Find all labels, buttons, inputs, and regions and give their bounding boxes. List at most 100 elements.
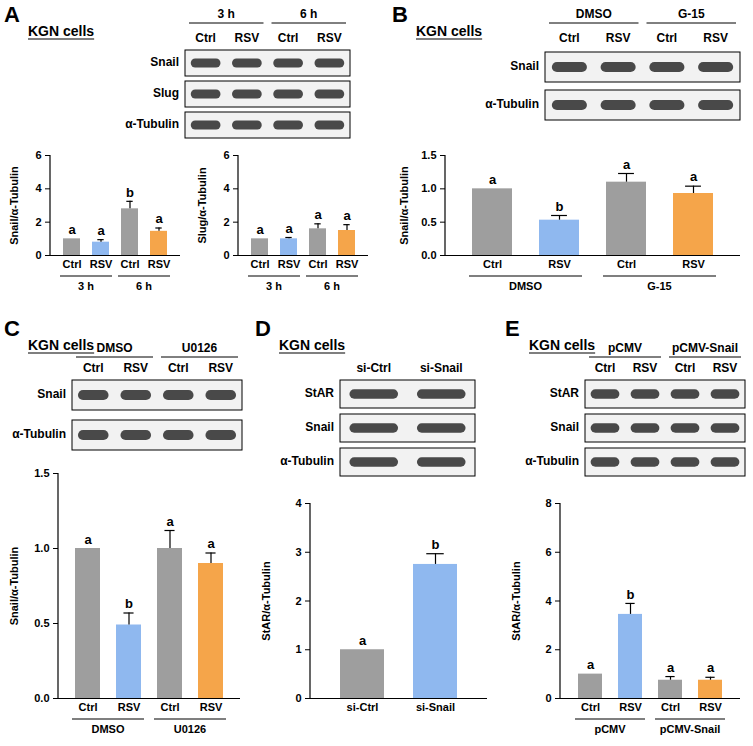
svg-text:α-Tubulin: α-Tubulin [12, 427, 66, 441]
svg-text:a: a [285, 221, 293, 236]
svg-text:Ctrl: Ctrl [83, 361, 104, 375]
svg-text:1.5: 1.5 [34, 467, 49, 479]
svg-text:0: 0 [35, 249, 41, 261]
svg-text:4: 4 [223, 182, 230, 194]
svg-text:0: 0 [545, 692, 551, 704]
svg-text:si-Snail: si-Snail [420, 361, 463, 375]
svg-text:RSV: RSV [703, 31, 728, 45]
svg-text:b: b [432, 537, 440, 552]
svg-text:KGN cells: KGN cells [416, 23, 482, 39]
svg-text:DMSO: DMSO [576, 7, 612, 21]
svg-text:b: b [627, 587, 635, 602]
svg-text:D: D [255, 316, 271, 341]
svg-text:6: 6 [35, 149, 41, 161]
svg-text:a: a [623, 157, 631, 172]
svg-text:RSV: RSV [619, 701, 642, 713]
svg-text:a: a [155, 211, 163, 226]
svg-text:Snail: Snail [510, 59, 539, 73]
svg-text:6 h: 6 h [136, 280, 152, 292]
svg-text:Ctrl: Ctrl [617, 258, 636, 270]
svg-text:si-Ctrl: si-Ctrl [356, 361, 391, 375]
svg-text:B: B [392, 2, 408, 27]
svg-text:G-15: G-15 [647, 280, 671, 292]
svg-text:Snail: Snail [37, 387, 66, 401]
svg-text:3: 3 [295, 546, 301, 558]
svg-text:U0126: U0126 [182, 341, 218, 355]
svg-text:a: a [84, 532, 92, 547]
svg-text:Ctrl: Ctrl [79, 701, 98, 713]
svg-text:Ctrl: Ctrl [121, 258, 140, 270]
svg-text:3 h: 3 h [266, 280, 282, 292]
svg-text:0: 0 [223, 249, 229, 261]
svg-text:pCMV-Snail: pCMV-Snail [672, 341, 738, 355]
svg-text:2: 2 [223, 216, 229, 228]
svg-text:a: a [166, 514, 174, 529]
svg-text:RSV: RSV [633, 361, 658, 375]
svg-text:RSV: RSV [235, 31, 260, 45]
svg-text:U0126: U0126 [174, 723, 206, 735]
svg-text:0.5: 0.5 [421, 216, 436, 228]
svg-text:E: E [505, 316, 520, 341]
svg-text:b: b [556, 199, 564, 214]
svg-text:α-Tubulin: α-Tubulin [280, 454, 334, 468]
svg-text:Ctrl: Ctrl [309, 258, 328, 270]
svg-text:RSV: RSV [148, 258, 171, 270]
svg-text:RSV: RSV [336, 258, 359, 270]
svg-text:2: 2 [545, 643, 551, 655]
svg-text:Slug/α-Tubulin: Slug/α-Tubulin [196, 167, 208, 243]
svg-text:RSV: RSV [713, 361, 738, 375]
svg-text:0: 0 [295, 692, 301, 704]
svg-text:si-Ctrl: si-Ctrl [347, 701, 379, 713]
svg-text:Snail: Snail [305, 420, 334, 434]
svg-text:RSV: RSV [548, 258, 571, 270]
svg-text:8: 8 [545, 497, 551, 509]
svg-text:1: 1 [295, 643, 301, 655]
svg-text:pCMV: pCMV [608, 341, 642, 355]
svg-text:a: a [68, 222, 76, 237]
svg-text:a: a [97, 223, 105, 238]
svg-text:3 h: 3 h [78, 280, 94, 292]
svg-text:RSV: RSV [682, 258, 705, 270]
svg-text:a: a [207, 536, 215, 551]
svg-text:a: a [707, 660, 715, 675]
svg-text:3 h: 3 h [218, 7, 235, 21]
svg-text:0.0: 0.0 [34, 692, 49, 704]
svg-text:α-Tubulin: α-Tubulin [525, 454, 579, 468]
svg-text:Snail/α-Tubulin: Snail/α-Tubulin [8, 546, 20, 625]
svg-text:KGN cells: KGN cells [529, 337, 595, 353]
svg-text:RSV: RSV [278, 258, 301, 270]
svg-text:RSV: RSV [90, 258, 113, 270]
svg-text:a: a [690, 169, 698, 184]
svg-text:Slug: Slug [153, 86, 179, 100]
svg-text:1.0: 1.0 [421, 182, 436, 194]
svg-text:si-Snail: si-Snail [416, 701, 455, 713]
svg-text:KGN cells: KGN cells [279, 337, 345, 353]
svg-text:a: a [667, 660, 675, 675]
svg-text:StAR: StAR [305, 386, 335, 400]
svg-text:DMSO: DMSO [92, 723, 125, 735]
svg-text:a: a [314, 207, 322, 222]
svg-text:4: 4 [35, 182, 42, 194]
svg-text:RSV: RSV [200, 701, 223, 713]
svg-text:RSV: RSV [123, 361, 148, 375]
svg-text:Ctrl: Ctrl [675, 361, 696, 375]
svg-text:pCMV: pCMV [594, 723, 626, 735]
svg-text:a: a [587, 657, 595, 672]
svg-text:6: 6 [223, 149, 229, 161]
svg-text:G-15: G-15 [678, 7, 705, 21]
svg-text:Ctrl: Ctrl [559, 31, 580, 45]
svg-text:6 h: 6 h [324, 280, 340, 292]
svg-text:1.0: 1.0 [34, 542, 49, 554]
svg-text:b: b [126, 184, 134, 199]
svg-text:4: 4 [295, 497, 302, 509]
svg-text:KGN cells: KGN cells [28, 337, 94, 353]
svg-text:DMSO: DMSO [509, 280, 542, 292]
svg-text:2: 2 [295, 595, 301, 607]
svg-text:Ctrl: Ctrl [195, 31, 216, 45]
svg-text:StAR/α-Tubulin: StAR/α-Tubulin [510, 561, 522, 641]
svg-text:Ctrl: Ctrl [483, 258, 502, 270]
svg-text:DMSO: DMSO [97, 341, 133, 355]
svg-text:α-Tubulin: α-Tubulin [485, 97, 539, 111]
svg-text:Ctrl: Ctrl [595, 361, 616, 375]
svg-text:Ctrl: Ctrl [661, 701, 680, 713]
